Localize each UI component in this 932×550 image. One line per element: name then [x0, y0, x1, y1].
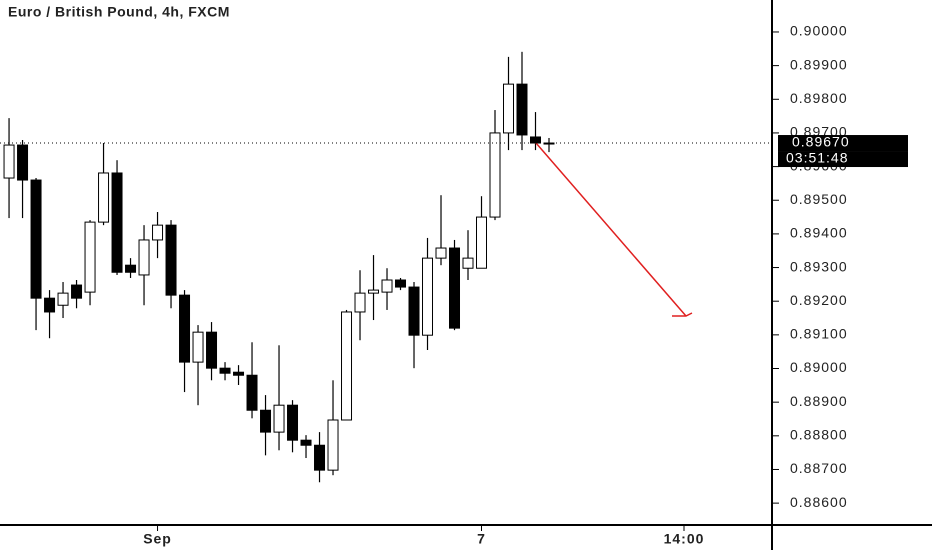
candle-body — [111, 172, 123, 273]
candle-body — [462, 257, 474, 269]
candle-body — [125, 264, 137, 273]
candle-body — [206, 331, 218, 369]
candle-body — [422, 257, 434, 336]
candle-body — [152, 224, 164, 241]
y-tick-label: 0.88600 — [790, 494, 848, 510]
y-tick-label: 0.88700 — [790, 460, 848, 476]
y-tick-label: 0.89500 — [790, 191, 848, 207]
x-tick-label: Sep — [143, 531, 172, 547]
candle-body — [435, 247, 447, 259]
candle-body — [395, 279, 407, 288]
candle-body — [368, 289, 380, 294]
chart-title: Euro / British Pound, 4h, FXCM — [8, 4, 230, 20]
candle-body — [3, 144, 15, 179]
countdown-box — [778, 151, 908, 168]
candle-body — [341, 311, 353, 421]
candle-body — [71, 284, 83, 299]
candle-body — [246, 374, 258, 411]
candle-body — [476, 216, 488, 269]
candle-body — [273, 404, 285, 433]
y-tick-label: 0.89300 — [790, 258, 848, 274]
candle-body — [165, 224, 177, 296]
candle-body — [98, 172, 110, 223]
candle-body — [192, 331, 204, 363]
x-tick-label: 7 — [477, 531, 486, 547]
candle-body — [503, 83, 515, 134]
candle-body — [17, 144, 29, 181]
candle-body — [327, 419, 339, 471]
y-tick-label: 0.88800 — [790, 427, 848, 443]
candle-body — [287, 404, 299, 441]
candle-body — [260, 409, 272, 433]
y-tick-label: 0.89000 — [790, 359, 848, 375]
candle-body — [489, 132, 501, 218]
candle-body — [233, 371, 245, 376]
trend-arrow-head — [672, 312, 693, 317]
y-tick-label: 0.89200 — [790, 292, 848, 308]
candle-body — [516, 83, 528, 136]
last-price-box — [778, 135, 908, 152]
x-tick-label: 14:00 — [664, 531, 705, 547]
candle-body — [314, 444, 326, 471]
last-price-label: 0.89670 — [792, 134, 850, 150]
candle-body — [179, 294, 191, 363]
candle-body — [44, 297, 56, 313]
candle-body — [408, 286, 420, 336]
candle-body — [449, 247, 461, 329]
candle-body — [354, 292, 366, 313]
y-tick-label: 0.89900 — [790, 56, 848, 72]
candle-body — [30, 179, 42, 299]
y-tick-label: 0.90000 — [790, 23, 848, 39]
trend-arrow — [535, 142, 687, 317]
candle-body — [57, 292, 69, 306]
candle-body — [138, 239, 150, 276]
y-tick-label: 0.89800 — [790, 90, 848, 106]
plot — [3, 51, 555, 483]
candle-body — [529, 136, 541, 144]
candle-body — [84, 221, 96, 293]
y-tick-label: 0.88900 — [790, 393, 848, 409]
candle-body — [219, 367, 231, 374]
countdown-label: 03:51:48 — [786, 150, 849, 166]
candle-body — [381, 279, 393, 293]
candle-body — [300, 439, 312, 446]
y-tick-label: 0.89400 — [790, 225, 848, 241]
y-tick-label: 0.89100 — [790, 326, 848, 342]
